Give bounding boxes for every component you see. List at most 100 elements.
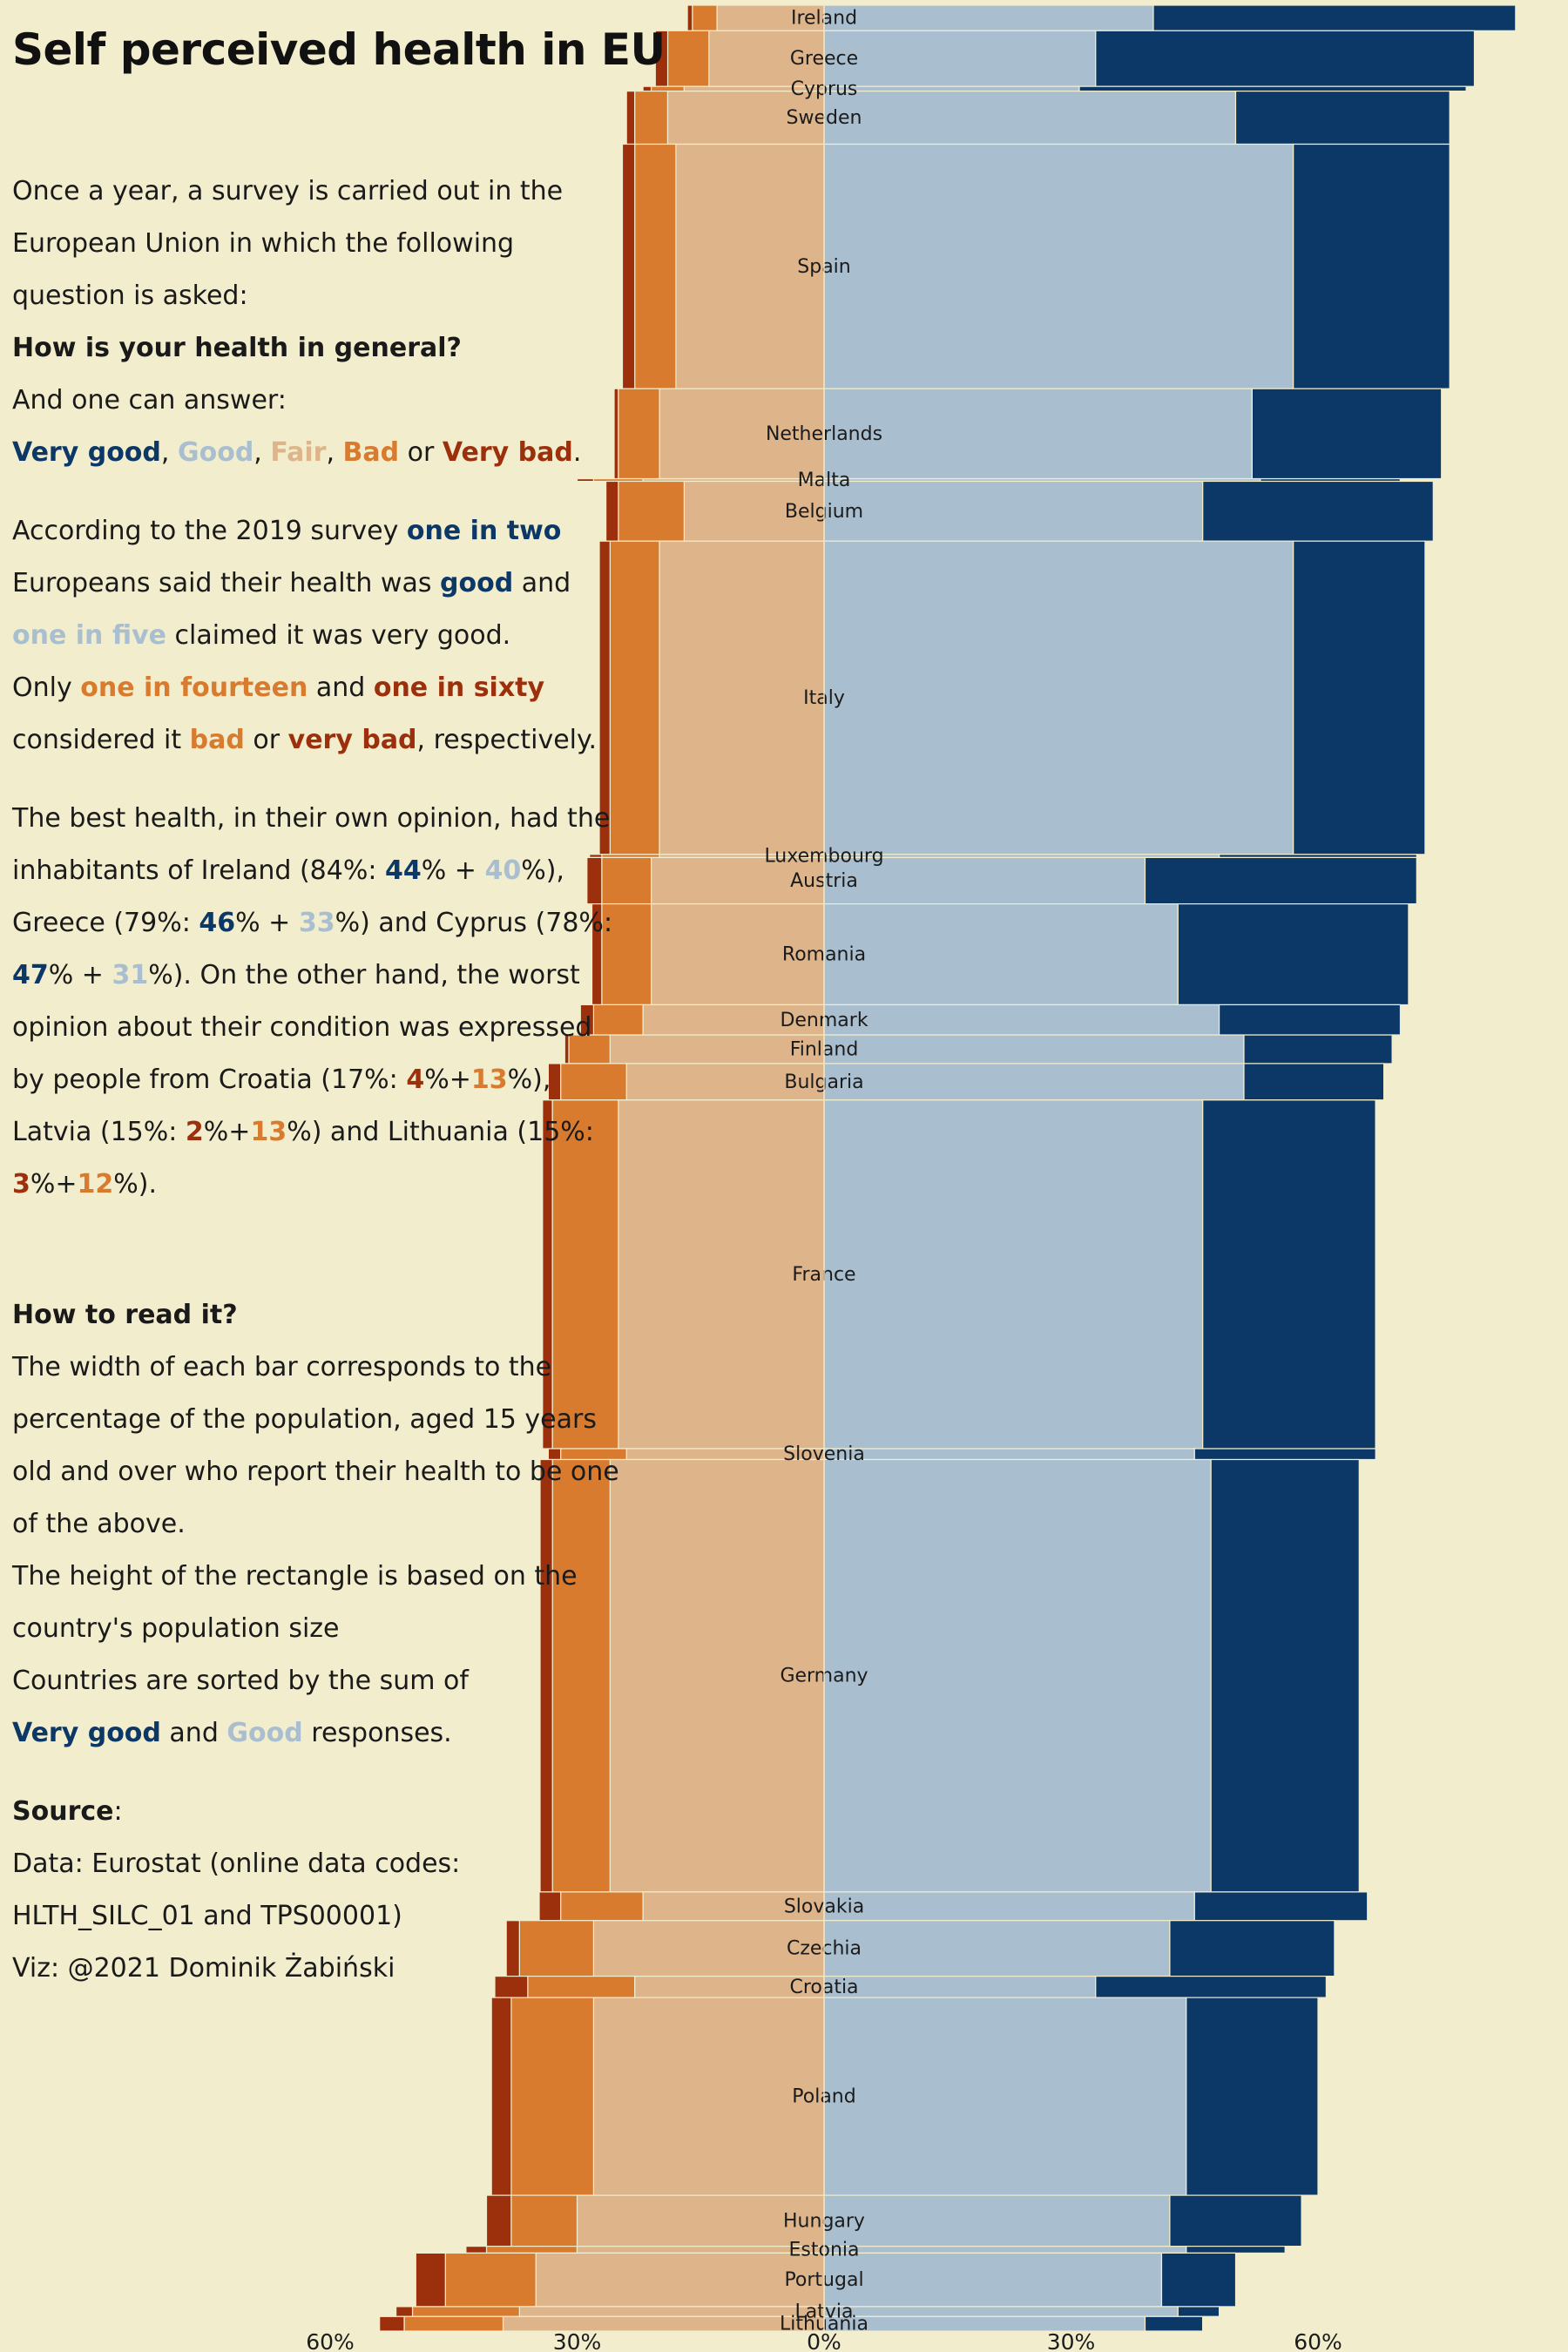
bar-romania-very-good	[1177, 902, 1409, 1006]
bar-spain-very-bad	[621, 143, 636, 389]
bar-slovakia-good	[823, 1891, 1195, 1922]
bar-hungary-very-good	[1169, 2194, 1302, 2247]
bar-croatia-very-bad	[494, 1976, 529, 1998]
bar-cyprus-good	[823, 85, 1080, 92]
bar-portugal-bad	[444, 2252, 537, 2308]
bar-denmark-bad	[592, 1004, 644, 1036]
bar-spain-fair	[675, 143, 825, 389]
bar-bulgaria-very-good	[1243, 1063, 1385, 1101]
bar-austria-very-good	[1144, 856, 1417, 905]
how-to-width: The width of each bar corresponds to the…	[12, 1352, 619, 1539]
answer-good: Good	[177, 437, 254, 468]
bar-ireland-very-good	[1152, 4, 1517, 31]
x-tick-label: 60%	[306, 2329, 355, 2352]
bar-italy-good	[823, 540, 1294, 855]
bar-latvia-fair	[518, 2306, 825, 2317]
bar-bulgaria-good	[823, 1063, 1245, 1101]
bar-portugal-good	[823, 2252, 1162, 2308]
bar-greece-fair	[708, 30, 825, 87]
bar-lithuania-bad	[403, 2315, 504, 2332]
bar-portugal-very-bad	[415, 2252, 446, 2308]
bar-ireland-very-bad	[686, 4, 693, 31]
how-to-sort: Countries are sorted by the sum of	[12, 1666, 469, 1696]
bar-italy-bad	[609, 540, 660, 855]
bar-sweden-bad	[633, 90, 668, 145]
bar-lithuania-good	[823, 2315, 1146, 2332]
bar-finland-bad	[568, 1034, 611, 1064]
bar-czechia-very-good	[1169, 1920, 1335, 1977]
bar-austria-good	[823, 856, 1146, 905]
answer-bad: Bad	[342, 437, 400, 468]
best-worst-text: The best health, in their own opinion, h…	[12, 803, 613, 1200]
bar-bulgaria-bad	[559, 1063, 627, 1101]
bar-belgium-bad	[618, 480, 685, 542]
bar-lithuania-very-bad	[379, 2315, 405, 2332]
bar-greece-bad	[666, 30, 710, 87]
bar-sweden-good	[823, 90, 1237, 145]
bar-poland-good	[823, 1997, 1187, 2196]
text-panel: Once a year, a survey is carried out in …	[12, 166, 622, 1995]
how-to-heading: How to read it?	[12, 1300, 238, 1330]
bar-slovenia-very-good	[1193, 1448, 1376, 1461]
bar-estonia-good	[823, 2246, 1187, 2254]
bar-spain-very-good	[1293, 143, 1450, 389]
answer-fair: Fair	[270, 437, 327, 468]
bar-latvia-bad	[411, 2306, 520, 2317]
answer-lead: And one can answer:	[12, 385, 287, 416]
bar-hungary-very-bad	[485, 2194, 512, 2247]
bar-croatia-good	[823, 1976, 1097, 1998]
source-heading: Source:	[12, 1796, 123, 1827]
bar-portugal-fair	[535, 2252, 825, 2308]
source-viz: Viz: @2021 Dominik Żabiński	[12, 1953, 395, 1984]
bar-malta-very-bad	[576, 477, 594, 483]
bar-france-very-good	[1202, 1099, 1376, 1450]
bar-italy-fair	[659, 540, 825, 855]
bar-belgium-good	[823, 480, 1204, 542]
survey-question: How is your health in general?	[12, 333, 462, 363]
bar-poland-very-bad	[490, 1997, 512, 2196]
bar-netherlands-very-good	[1251, 388, 1443, 480]
bar-germany-good	[823, 1458, 1212, 1893]
bar-latvia-good	[823, 2306, 1179, 2317]
x-tick-label: 0%	[807, 2329, 841, 2352]
bar-germany-bad	[551, 1458, 611, 1893]
bar-cyprus-very-good	[1078, 85, 1467, 92]
bar-slovakia-very-bad	[538, 1891, 562, 1922]
bar-denmark-very-good	[1218, 1004, 1402, 1036]
bar-sweden-very-bad	[625, 90, 636, 145]
answer-very-good: Very good	[12, 437, 161, 468]
bar-hungary-good	[823, 2194, 1171, 2247]
bar-portugal-very-good	[1160, 2252, 1237, 2308]
bar-slovenia-good	[823, 1448, 1195, 1461]
answer-very-bad: Very bad	[442, 437, 573, 468]
bar-netherlands-bad	[618, 388, 660, 480]
bar-latvia-very-good	[1177, 2306, 1220, 2317]
bar-slovakia-fair	[642, 1891, 825, 1922]
bar-latvia-very-bad	[395, 2306, 414, 2317]
bar-estonia-very-bad	[465, 2246, 488, 2254]
bar-poland-bad	[510, 1997, 595, 2196]
bar-czechia-fair	[592, 1920, 825, 1977]
bar-netherlands-good	[823, 388, 1253, 480]
bar-germany-fair	[609, 1458, 825, 1893]
bar-belgium-fair	[683, 480, 825, 542]
bar-croatia-fair	[633, 1976, 825, 1998]
bar-austria-bad	[601, 856, 652, 905]
bar-lithuania-very-good	[1144, 2315, 1204, 2332]
bar-hungary-bad	[510, 2194, 578, 2247]
bar-spain-bad	[633, 143, 677, 389]
bar-estonia-fair	[576, 2246, 825, 2254]
how-to-height: The height of the rectangle is based on …	[12, 1561, 578, 1644]
bar-czechia-bad	[518, 1920, 595, 1977]
bar-poland-fair	[592, 1997, 825, 2196]
bar-estonia-bad	[485, 2246, 578, 2254]
x-tick-label: 30%	[1047, 2329, 1096, 2352]
bar-czechia-good	[823, 1920, 1171, 1977]
bar-italy-very-good	[1293, 540, 1426, 855]
x-tick-label: 60%	[1294, 2329, 1342, 2352]
bar-croatia-very-good	[1095, 1976, 1328, 1998]
bar-cyprus-bad	[650, 85, 685, 92]
bar-finland-good	[823, 1034, 1245, 1064]
bar-finland-fair	[609, 1034, 825, 1064]
